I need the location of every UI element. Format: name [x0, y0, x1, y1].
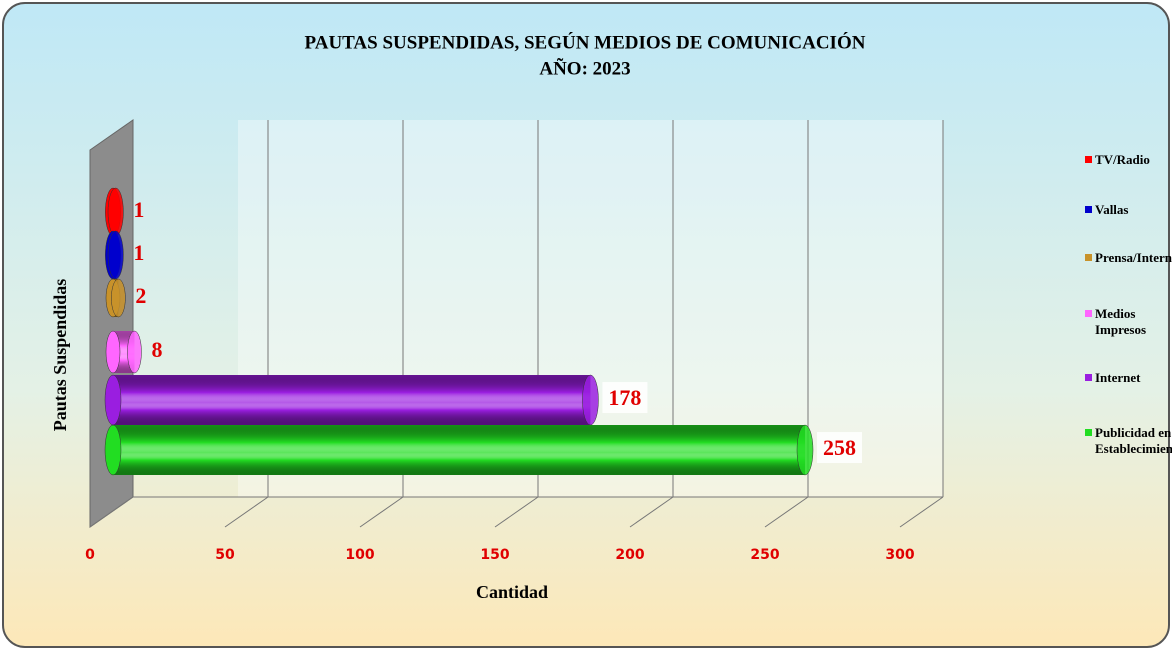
- data-label: 178: [608, 385, 641, 410]
- x-tick-label: 100: [345, 547, 374, 563]
- legend-swatch: [1085, 429, 1092, 436]
- legend-item: Internet: [1085, 370, 1170, 386]
- legend-label: Internet: [1095, 370, 1141, 386]
- legend-item: Medios Impresos: [1085, 306, 1170, 338]
- legend-swatch: [1085, 156, 1092, 163]
- legend-swatch: [1085, 374, 1092, 381]
- x-tick-label: 50: [215, 547, 235, 563]
- legend-swatch: [1085, 254, 1092, 261]
- chart-subtitle: AÑO: 2023: [539, 57, 630, 79]
- legend-label: Medios Impresos: [1095, 306, 1170, 338]
- bar: [113, 375, 590, 425]
- y-axis-label: Pautas Suspendidas: [50, 279, 70, 432]
- legend-swatch: [1085, 206, 1092, 213]
- legend-label: Vallas: [1095, 202, 1128, 218]
- chart: PAUTAS SUSPENDIDAS, SEGÚN MEDIOS DE COMU…: [0, 0, 1172, 650]
- legend-label: Prensa/Internet: [1095, 250, 1172, 266]
- legend-label: Publicidad en Establecimiento: [1095, 425, 1172, 457]
- x-tick-label: 200: [615, 547, 644, 563]
- data-label: 2: [135, 283, 146, 308]
- bar-cap: [106, 331, 120, 373]
- bar-cap: [108, 188, 123, 236]
- legend-item: Vallas: [1085, 202, 1170, 218]
- legend-swatch: [1085, 310, 1092, 317]
- bar-cap: [582, 375, 598, 425]
- chart-title: PAUTAS SUSPENDIDAS, SEGÚN MEDIOS DE COMU…: [305, 31, 866, 53]
- bar: [113, 425, 805, 475]
- x-axis-label: Cantidad: [476, 582, 548, 602]
- bar-cap: [111, 279, 125, 317]
- data-label: 1: [133, 240, 144, 265]
- chart-container: PAUTAS SUSPENDIDAS, SEGÚN MEDIOS DE COMU…: [0, 0, 1172, 650]
- bar-cap: [797, 425, 813, 475]
- x-tick-label: 250: [750, 547, 779, 563]
- data-label: 8: [151, 337, 162, 362]
- x-tick-label: 300: [885, 547, 914, 563]
- x-tick-label: 150: [480, 547, 509, 563]
- legend-item: TV/Radio: [1085, 152, 1170, 168]
- bar-cap: [108, 231, 123, 279]
- bar-cap: [105, 375, 121, 425]
- legend-item: Publicidad en Establecimiento: [1085, 425, 1170, 457]
- legend-label: TV/Radio: [1095, 152, 1150, 168]
- data-label: 1: [133, 197, 144, 222]
- bar-cap: [127, 331, 141, 373]
- legend-item: Prensa/Internet: [1085, 250, 1170, 266]
- bar-cap: [105, 425, 121, 475]
- x-tick-label: 0: [85, 547, 95, 563]
- data-label: 258: [823, 435, 856, 460]
